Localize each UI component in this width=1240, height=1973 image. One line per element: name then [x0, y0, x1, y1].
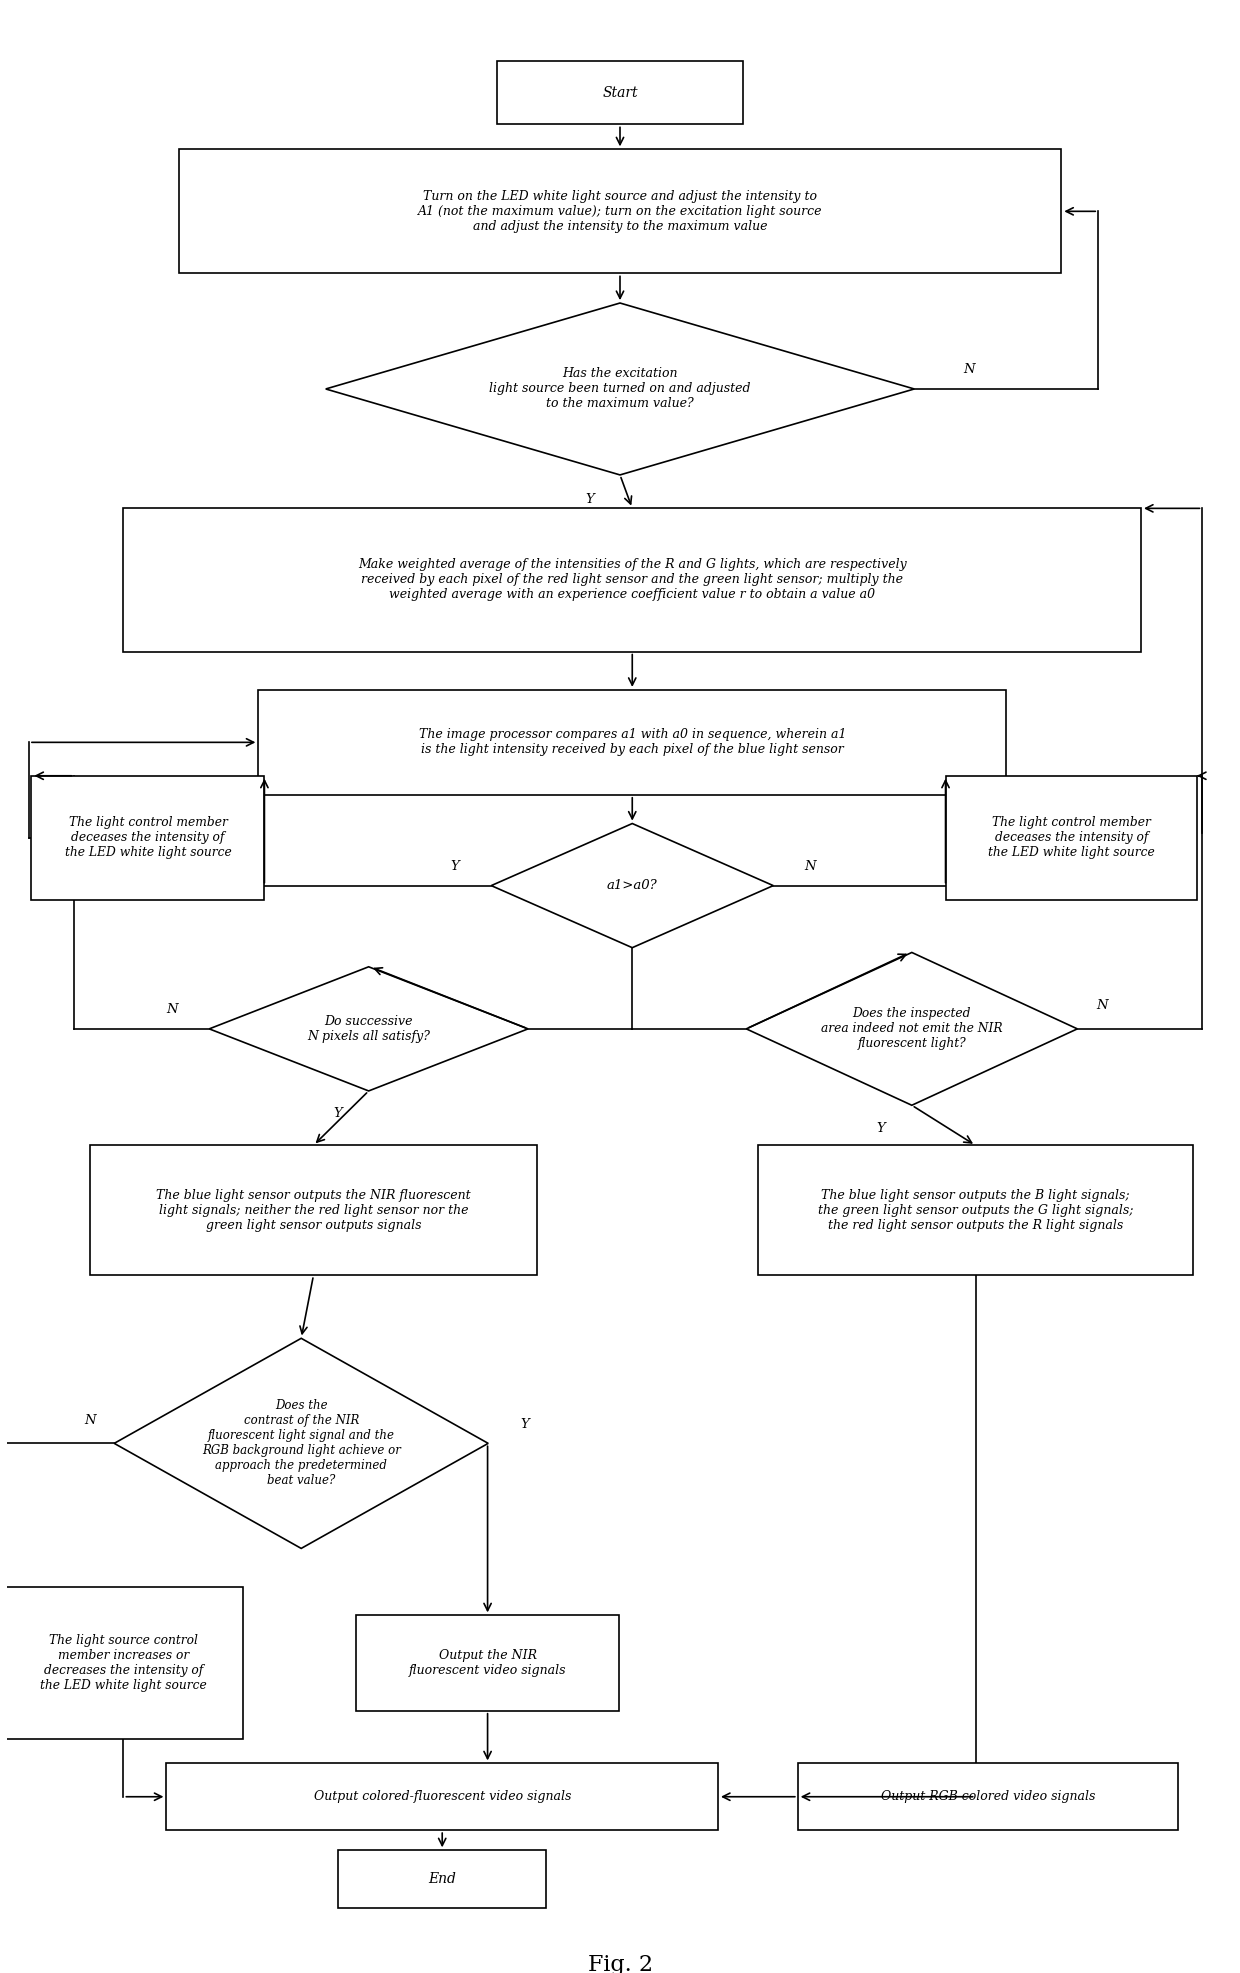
- Text: N: N: [805, 860, 816, 872]
- FancyBboxPatch shape: [339, 1851, 547, 1908]
- Text: N: N: [166, 1002, 179, 1016]
- Text: Y: Y: [450, 860, 459, 872]
- Text: Y: Y: [521, 1419, 529, 1430]
- Text: N: N: [84, 1415, 95, 1426]
- Text: N: N: [963, 363, 975, 377]
- FancyBboxPatch shape: [797, 1764, 1178, 1831]
- FancyBboxPatch shape: [166, 1764, 718, 1831]
- Text: Do successive
N pixels all satisfy?: Do successive N pixels all satisfy?: [308, 1014, 430, 1044]
- Polygon shape: [746, 953, 1078, 1105]
- Text: Output RGB colored video signals: Output RGB colored video signals: [880, 1790, 1095, 1803]
- Text: Output the NIR
fluorescent video signals: Output the NIR fluorescent video signals: [409, 1649, 567, 1677]
- Text: The blue light sensor outputs the NIR fluorescent
light signals; neither the red: The blue light sensor outputs the NIR fl…: [156, 1190, 471, 1231]
- FancyBboxPatch shape: [124, 509, 1141, 651]
- FancyBboxPatch shape: [89, 1146, 537, 1275]
- Polygon shape: [210, 967, 528, 1091]
- Text: Turn on the LED white light source and adjust the intensity to
A1 (not the maxim: Turn on the LED white light source and a…: [418, 189, 822, 233]
- Polygon shape: [491, 823, 774, 947]
- Text: Has the excitation
light source been turned on and adjusted
to the maximum value: Has the excitation light source been tur…: [490, 367, 750, 410]
- Text: Y: Y: [877, 1123, 885, 1134]
- Text: The image processor compares a1 with a0 in sequence, wherein a1
is the light int: The image processor compares a1 with a0 …: [419, 728, 846, 756]
- FancyBboxPatch shape: [4, 1586, 243, 1740]
- Text: Y: Y: [334, 1107, 342, 1121]
- Text: The light source control
member increases or
decreases the intensity of
the LED : The light source control member increase…: [40, 1634, 207, 1693]
- Text: Make weighted average of the intensities of the R and G lights, which are respec: Make weighted average of the intensities…: [358, 558, 906, 602]
- FancyBboxPatch shape: [497, 61, 743, 124]
- Text: a1>a0?: a1>a0?: [606, 880, 657, 892]
- FancyBboxPatch shape: [356, 1616, 620, 1711]
- Text: Y: Y: [585, 493, 594, 507]
- Polygon shape: [326, 304, 914, 475]
- Text: Start: Start: [603, 87, 637, 101]
- Polygon shape: [114, 1338, 489, 1549]
- Text: The blue light sensor outputs the B light signals;
the green light sensor output: The blue light sensor outputs the B ligh…: [818, 1190, 1133, 1231]
- FancyBboxPatch shape: [31, 775, 264, 900]
- Text: Does the inspected
area indeed not emit the NIR
fluorescent light?: Does the inspected area indeed not emit …: [821, 1008, 1003, 1050]
- Text: N: N: [1096, 1000, 1107, 1012]
- FancyBboxPatch shape: [946, 775, 1197, 900]
- Text: Does the
contrast of the NIR
fluorescent light signal and the
RGB background lig: Does the contrast of the NIR fluorescent…: [202, 1399, 401, 1488]
- Text: Fig. 2: Fig. 2: [588, 1953, 652, 1973]
- Text: The light control member
deceases the intensity of
the LED white light source: The light control member deceases the in…: [988, 817, 1154, 860]
- Text: Output colored-fluorescent video signals: Output colored-fluorescent video signals: [314, 1790, 570, 1803]
- Text: End: End: [428, 1872, 456, 1886]
- FancyBboxPatch shape: [258, 691, 1006, 795]
- FancyBboxPatch shape: [758, 1146, 1193, 1275]
- FancyBboxPatch shape: [179, 150, 1061, 274]
- Text: The light control member
deceases the intensity of
the LED white light source: The light control member deceases the in…: [64, 817, 232, 860]
